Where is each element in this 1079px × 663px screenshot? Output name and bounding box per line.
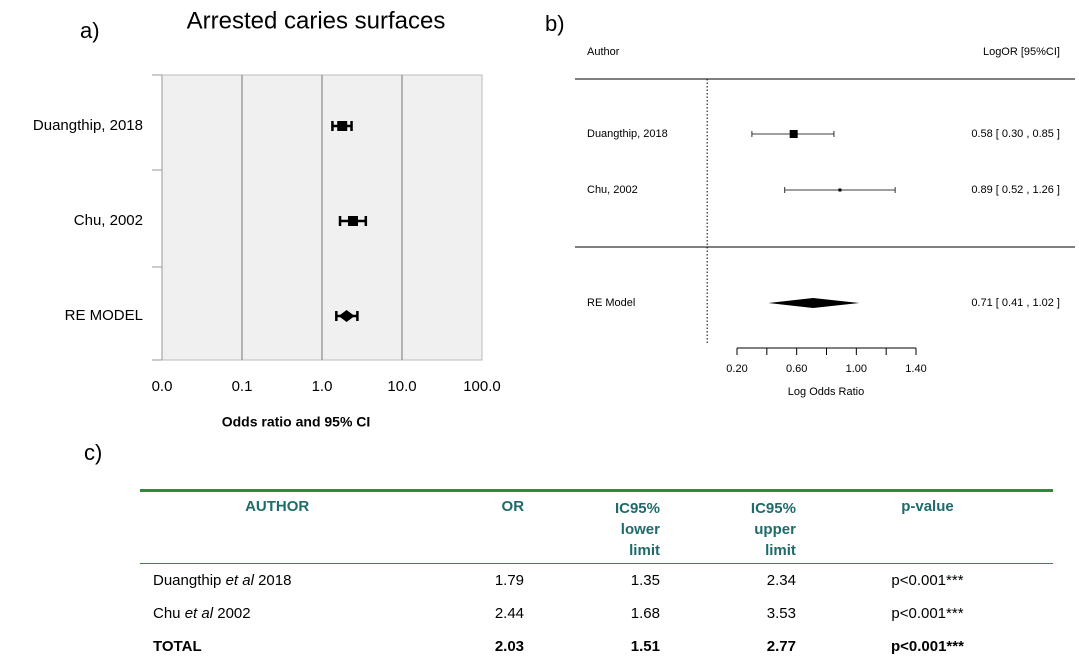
header-text: IC95% lower limit <box>608 498 660 561</box>
header-cell: OR <box>414 491 530 564</box>
header-text: IC95% upper limit <box>744 498 796 561</box>
table-cell: 2.44 <box>414 597 530 630</box>
table-cell: 2.77 <box>666 630 802 663</box>
panel-label: a) <box>80 18 100 43</box>
value-label: 0.71 [ 0.41 , 1.02 ] <box>971 297 1060 309</box>
x-axis-label: Odds ratio and 95% CI <box>222 414 371 430</box>
point <box>790 130 798 138</box>
header-row: AUTHOR OR IC95% lower limit IC95% upper lim… <box>140 491 1053 564</box>
x-tick-label: 1.40 <box>905 363 926 375</box>
author-text: 2018 <box>258 572 291 589</box>
column-header: LogOR [95%CI] <box>983 46 1060 58</box>
author-text: TOTAL <box>153 638 202 655</box>
category-label: Duangthip, 2018 <box>33 117 143 134</box>
header-cell: p-value <box>802 491 1053 564</box>
value-label: 0.89 [ 0.52 , 1.26 ] <box>971 184 1060 196</box>
header-cell: IC95% lower limit <box>530 491 666 564</box>
author-cell: Duangthip et al 2018 <box>140 564 414 598</box>
x-tick-label: 1.0 <box>312 378 333 395</box>
table-cell: p<0.001*** <box>802 564 1053 598</box>
panel-label: b) <box>545 11 565 36</box>
column-header: Author <box>587 46 620 58</box>
point <box>348 216 358 226</box>
category-label: Duangthip, 2018 <box>587 128 668 140</box>
summary-diamond <box>768 298 859 308</box>
header-text: AUTHOR <box>245 498 309 515</box>
header-text: p-value <box>901 498 954 515</box>
table-cell: 2.34 <box>666 564 802 598</box>
header-cell: IC95% upper limit <box>666 491 802 564</box>
x-tick-label: 0.0 <box>152 378 173 395</box>
figure: a) Arrested caries surfaces 0.0 0.1 1.0 10.0 1… <box>0 0 1079 470</box>
author-cell: Chu et al 2002 <box>140 597 414 630</box>
category-label: Chu, 2002 <box>74 212 143 229</box>
results-table: AUTHOR OR IC95% lower limit IC95% upper lim… <box>140 489 1053 663</box>
author-cell: TOTAL <box>140 630 414 663</box>
table-cell: 3.53 <box>666 597 802 630</box>
value-label: 0.58 [ 0.30 , 0.85 ] <box>971 128 1060 140</box>
table-cell: 1.79 <box>414 564 530 598</box>
category-label: RE Model <box>587 297 635 309</box>
chart-title: Arrested caries surfaces <box>187 7 446 34</box>
x-tick-label: 10.0 <box>387 378 416 395</box>
table-cell: 1.35 <box>530 564 666 598</box>
x-tick-label: 0.20 <box>726 363 747 375</box>
x-tick-label: 0.1 <box>232 378 253 395</box>
x-tick-label: 100.0 <box>463 378 501 395</box>
header-text: OR <box>502 498 525 515</box>
table-cell: 1.51 <box>530 630 666 663</box>
table-cell: 1.68 <box>530 597 666 630</box>
table-cell: p<0.001*** <box>802 597 1053 630</box>
category-label: Chu, 2002 <box>587 184 638 196</box>
author-text: Chu <box>153 605 181 622</box>
header-cell: AUTHOR <box>140 491 414 564</box>
author-text: Duangthip <box>153 572 221 589</box>
point <box>337 121 347 131</box>
panel-label: c) <box>84 440 102 466</box>
point <box>838 189 841 192</box>
table-cell: p<0.001*** <box>802 630 1053 663</box>
author-text: 2002 <box>217 605 250 622</box>
table-cell: 2.03 <box>414 630 530 663</box>
x-tick-label: 1.00 <box>846 363 867 375</box>
author-text: et al <box>185 605 213 622</box>
author-text: et al <box>226 572 254 589</box>
category-label: RE MODEL <box>65 307 143 324</box>
x-axis-label: Log Odds Ratio <box>788 386 864 398</box>
x-tick-label: 0.60 <box>786 363 807 375</box>
